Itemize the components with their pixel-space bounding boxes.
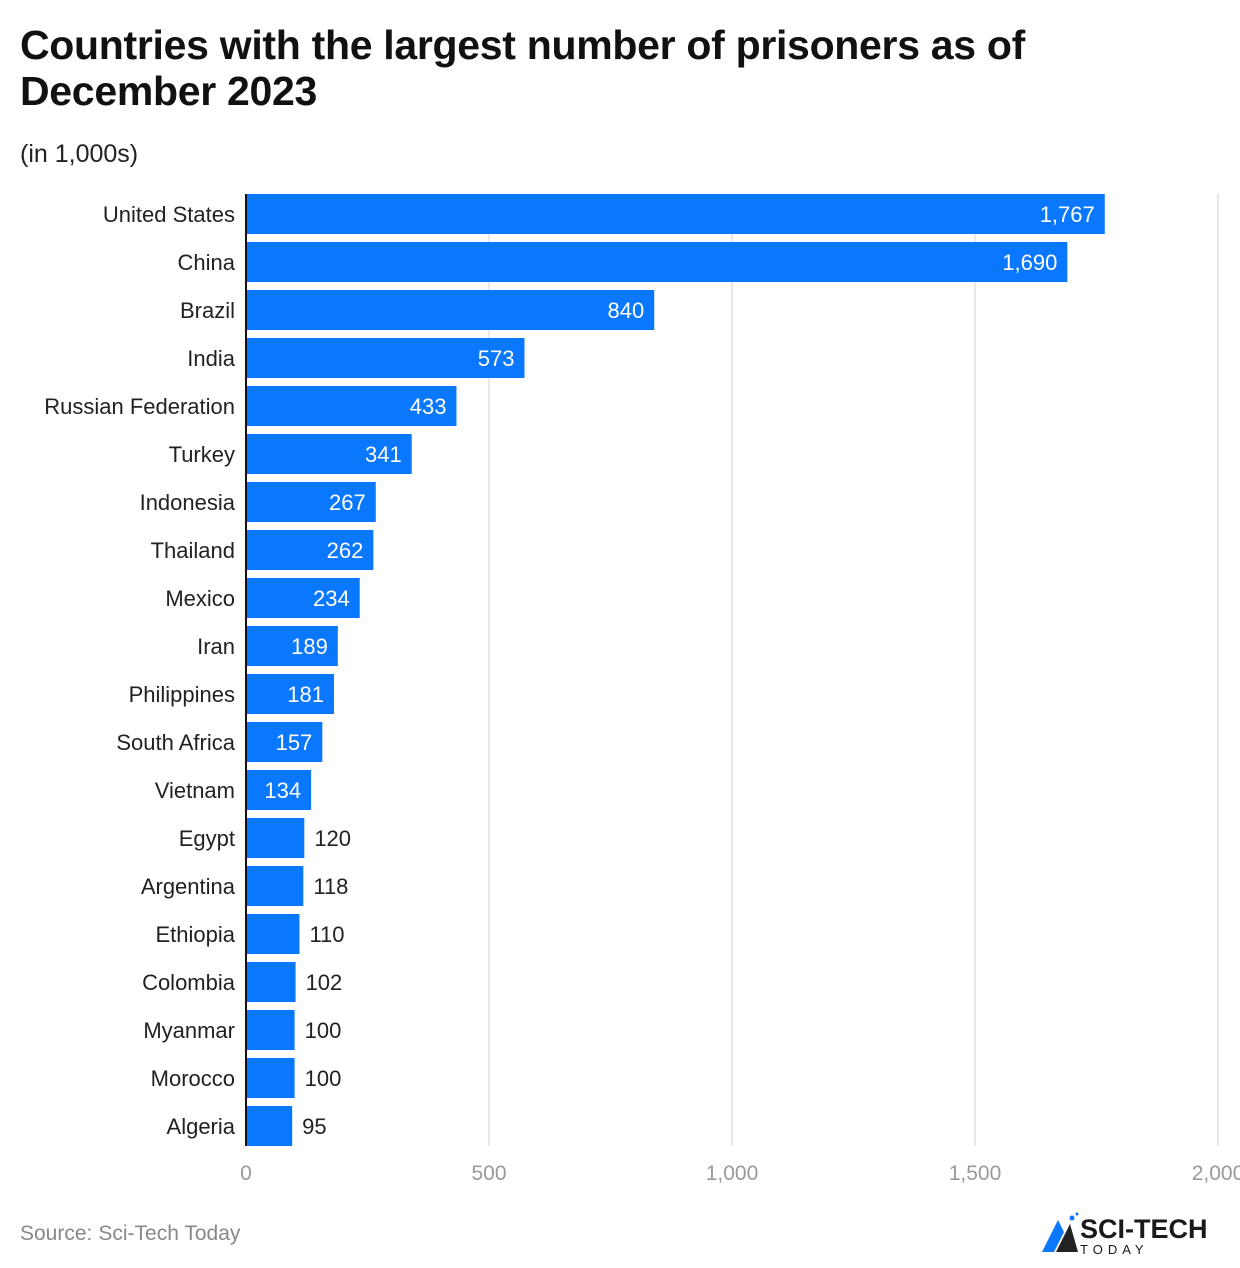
svg-text:SCI-TECH: SCI-TECH (1080, 1214, 1208, 1244)
data-label: 262 (327, 538, 364, 563)
bar-algeria (246, 1106, 293, 1146)
category-label: Ethiopia (155, 922, 235, 947)
data-label: 110 (309, 922, 344, 947)
category-label: United States (103, 202, 235, 227)
bar-indonesia (246, 482, 376, 522)
category-label: Russian Federation (44, 394, 235, 419)
category-label: Colombia (142, 970, 236, 995)
chart-subtitle: (in 1,000s) (20, 140, 139, 168)
bar-mexico (246, 578, 360, 618)
category-label: Vietnam (155, 778, 235, 803)
category-label: India (187, 346, 235, 371)
bar-vietnam (246, 770, 312, 810)
bar-myanmar (246, 1010, 295, 1050)
category-label: Myanmar (143, 1018, 235, 1043)
bar-china (246, 242, 1068, 282)
data-label: 234 (313, 586, 350, 611)
x-tick-label: 1,500 (949, 1162, 1002, 1185)
category-label: Brazil (180, 298, 235, 323)
data-label: 840 (608, 298, 645, 323)
bar-egypt (246, 818, 305, 858)
bar-colombia (246, 962, 296, 1002)
data-label: 157 (276, 730, 313, 755)
data-label: 95 (302, 1114, 326, 1139)
bar-brazil (246, 290, 655, 330)
bar-india (246, 338, 525, 378)
data-label: 181 (287, 682, 324, 707)
x-tick-label: 0 (240, 1162, 252, 1185)
bar-ethiopia (246, 914, 300, 954)
category-label: Egypt (179, 826, 235, 851)
data-label: 1,690 (1002, 250, 1057, 275)
data-label: 100 (305, 1018, 342, 1043)
bar-thailand (246, 530, 374, 570)
category-label: Philippines (129, 682, 235, 707)
source-label: Source: (20, 1222, 93, 1245)
bar-turkey (246, 434, 412, 474)
chart-title: Countries with the largest number of pri… (20, 22, 1025, 114)
data-label: 189 (291, 634, 328, 659)
data-label: 134 (264, 778, 301, 803)
category-label: Iran (197, 634, 235, 659)
sci-tech-today-logo: SCI-TECH TODAY (1042, 1212, 1208, 1257)
data-label: 433 (410, 394, 447, 419)
bar-philippines (246, 674, 334, 714)
data-label: 102 (306, 970, 343, 995)
bar-morocco (246, 1058, 295, 1098)
category-label: Morocco (151, 1066, 235, 1091)
bar-united-states (246, 194, 1105, 234)
bar-russian-federation (246, 386, 457, 426)
bar-argentina (246, 866, 304, 906)
bar-iran (246, 626, 338, 666)
category-label: Argentina (141, 874, 236, 899)
category-label: South Africa (116, 730, 235, 755)
x-tick-label: 500 (471, 1162, 506, 1185)
category-label: Indonesia (140, 490, 236, 515)
bar-south-africa (246, 722, 323, 762)
bar-chart: 0 500 1,000 1,500 2,000 United States 1,767 Chi… (44, 194, 1240, 1185)
category-label: Thailand (151, 538, 235, 563)
data-label: 118 (313, 874, 348, 899)
category-label: China (178, 250, 236, 275)
data-label: 120 (314, 826, 351, 851)
data-label: 267 (329, 490, 366, 515)
svg-text:TODAY: TODAY (1080, 1242, 1149, 1257)
x-tick-label: 2,000 (1192, 1162, 1240, 1185)
data-label: 100 (305, 1066, 342, 1091)
category-label: Mexico (165, 586, 235, 611)
source-note: Source: Sci-Tech Today (20, 1222, 246, 1246)
data-label: 1,767 (1040, 202, 1095, 227)
x-tick-label: 1,000 (706, 1162, 759, 1185)
category-label: Algeria (167, 1114, 236, 1139)
category-label: Turkey (169, 442, 235, 467)
data-label: 573 (478, 346, 515, 371)
data-label: 341 (365, 442, 402, 467)
source-value: Sci-Tech Today (98, 1222, 241, 1245)
